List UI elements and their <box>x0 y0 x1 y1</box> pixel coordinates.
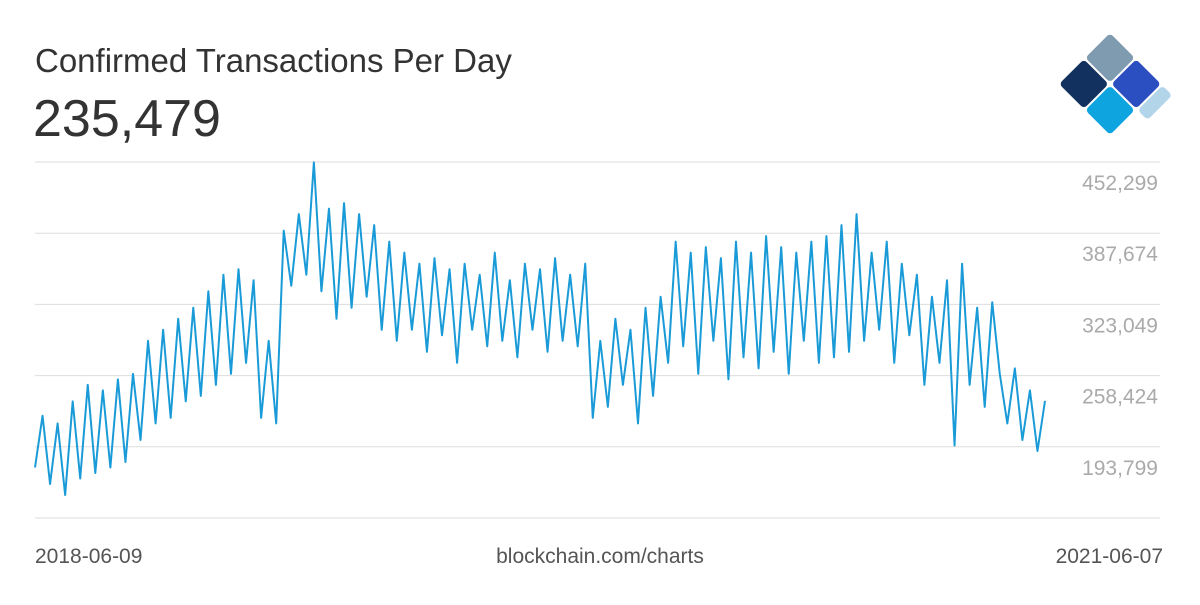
y-tick-label: 452,299 <box>1082 172 1158 195</box>
data-line <box>34 161 1046 497</box>
source: blockchain.com/charts <box>496 545 704 568</box>
y-tick-label: 258,424 <box>1082 386 1158 409</box>
y-tick-label: 387,674 <box>1082 243 1158 266</box>
start-date: 2018-06-09 <box>35 545 142 568</box>
chart-title: Confirmed Transactions Per Day <box>35 42 512 79</box>
end-date: 2021-06-07 <box>1056 545 1163 568</box>
y-tick-label: 193,799 <box>1082 457 1158 480</box>
logo-piece <box>1139 87 1171 119</box>
logo-piece <box>1086 34 1134 81</box>
logo-piece <box>1060 60 1107 108</box>
logo-piece <box>1113 60 1160 108</box>
headline-value: 235,479 <box>33 90 221 148</box>
logo <box>1060 34 1171 134</box>
logo-piece <box>1086 87 1134 134</box>
y-tick-label: 323,049 <box>1082 314 1158 337</box>
